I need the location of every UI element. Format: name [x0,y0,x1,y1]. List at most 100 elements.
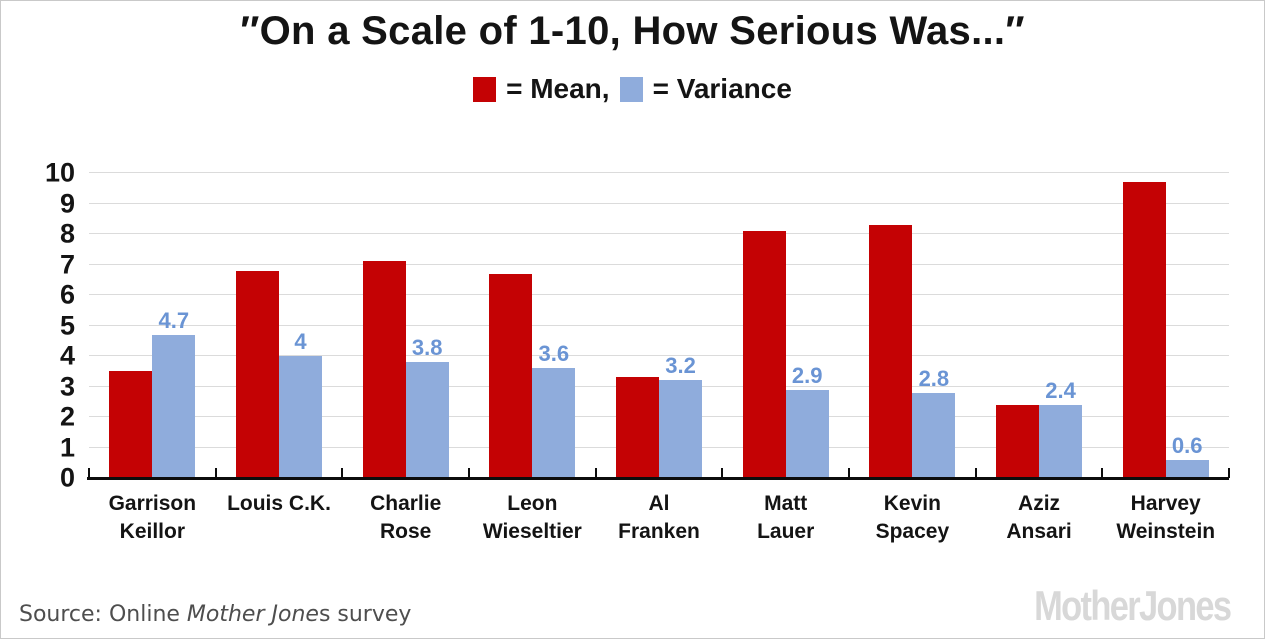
mean-bar-column [996,173,1040,478]
category-label: Kevin Spacey [875,492,950,543]
x-axis-tick [468,468,470,478]
variance-bar-column: 2.8 [912,173,956,478]
variance-value-label: 3.2 [665,353,696,379]
legend-mean-label: = Mean, [506,73,610,104]
category-label: Al Franken [618,492,700,543]
category-label: Louis C.K. [227,492,331,515]
variance-bar-column: 4 [279,173,322,478]
mean-bar [489,273,533,478]
bar-group-al-franken: 3.2 [596,173,723,478]
bar-groups: 4.7 4 3.8 3.6 3.2 2.9 2.8 2.4 0.6 [89,173,1229,478]
mean-bar [236,270,279,478]
y-tick-label: 4 [59,340,75,371]
variance-value-label: 0.6 [1171,432,1203,458]
y-tick-label: 2 [59,401,75,432]
variance-bar-column: 2.9 [785,173,829,478]
mean-swatch-icon [473,76,497,102]
y-tick-label: 6 [59,279,75,310]
source-caption: Source: Online Mother Jones survey [19,602,411,627]
variance-bar [405,362,449,478]
mean-bar [869,224,913,478]
bar-group-leon-wieseltier: 3.6 [469,173,596,478]
bar-group-garrison-keillor: 4.7 [89,173,216,478]
mean-bar-column [236,173,279,478]
variance-bar-column: 2.4 [1039,173,1083,478]
variance-bar-column: 3.6 [532,173,576,478]
x-axis-line [87,477,1229,480]
category-label: Aziz Ansari [1006,492,1072,543]
source-prefix: Source: Online [19,602,187,627]
mean-bar [362,261,406,478]
variance-bar-column: 4.7 [152,173,196,478]
gridline [89,172,1229,173]
variance-bar [1165,459,1209,478]
mean-bar [616,377,660,478]
category-label: Leon Wieseltier [482,492,582,543]
mean-bar-column [489,173,533,478]
bar-group-kevin-spacey: 2.8 [849,173,976,478]
variance-value-label: 3.8 [411,335,443,361]
gridline [89,355,1229,356]
bar-group-charlie-rose: 3.8 [342,173,469,478]
variance-value-label: 2.8 [918,365,950,391]
gridline [89,324,1229,326]
mean-bar [996,404,1040,478]
variance-value-label: 4.7 [158,307,190,333]
x-axis-tick [341,468,344,478]
mean-bar [742,230,786,478]
variance-value-label: 2.4 [1045,377,1076,403]
variance-bar-column: 0.6 [1165,173,1209,478]
y-tick-label: 10 [44,157,75,188]
variance-bar [785,389,829,478]
variance-bar-column: 3.8 [405,173,449,478]
legend-variance-label: = Variance [652,73,792,104]
category-label: Charlie Rose [370,492,442,543]
y-axis-labels: 0 1 2 3 4 5 6 7 8 9 10 [1,159,79,491]
variance-bar [279,356,322,478]
variance-value-label: 3.6 [538,341,570,367]
x-axis-tick [974,468,977,478]
x-axis-tick [1228,468,1230,478]
mean-bar [1122,182,1166,478]
bar-group-harvey-weinstein: 0.6 [1102,173,1229,478]
gridline [89,294,1229,295]
category-label: Harvey Weinstein [1116,492,1216,543]
category-label: Garrison Keillor [108,492,197,543]
variance-bar [659,380,703,478]
x-axis-tick [848,468,850,478]
chart-title: ″On a Scale of 1-10, How Serious Was...″ [240,9,1025,53]
mother-jones-logo: MotherJones [1033,582,1232,629]
mean-bar-column [362,173,406,478]
y-tick-label: 3 [59,371,75,401]
gridline [89,263,1229,265]
y-tick-label: 5 [59,310,75,340]
variance-bar [1039,404,1083,478]
bar-group-louis-c-k: 4 [216,173,343,478]
x-axis-tick [1101,468,1104,478]
mean-bar-column [742,173,786,478]
variance-bar [532,368,576,478]
variance-value-label: 4 [294,329,307,354]
gridline [89,233,1229,234]
y-tick-label: 1 [59,432,75,462]
bar-group-aziz-ansari: 2.4 [976,173,1103,478]
mean-bar-column [1122,173,1166,478]
mean-bar [109,371,153,478]
x-axis-labels: Garrison Keillor Louis C.K. Charlie Rose Leon… [89,490,1229,546]
y-tick-label: 0 [59,462,75,493]
category-label: Matt Lauer [757,492,815,543]
variance-value-label: 2.9 [791,362,823,388]
plot-area: 4.7 4 3.8 3.6 3.2 2.9 2.8 2.4 0.6 [87,172,1230,480]
source-suffix: s survey [318,602,412,627]
source-italic: Mother Jone [186,602,319,627]
x-axis-tick [214,468,217,478]
x-axis-tick [594,468,597,478]
variance-bar [152,334,196,478]
variance-swatch-icon [619,76,643,102]
bar-group-matt-lauer: 2.9 [722,173,849,478]
y-tick-label: 7 [59,249,75,279]
x-axis-tick [721,468,724,478]
mean-bar-column [869,173,913,478]
x-axis-tick [88,468,90,478]
